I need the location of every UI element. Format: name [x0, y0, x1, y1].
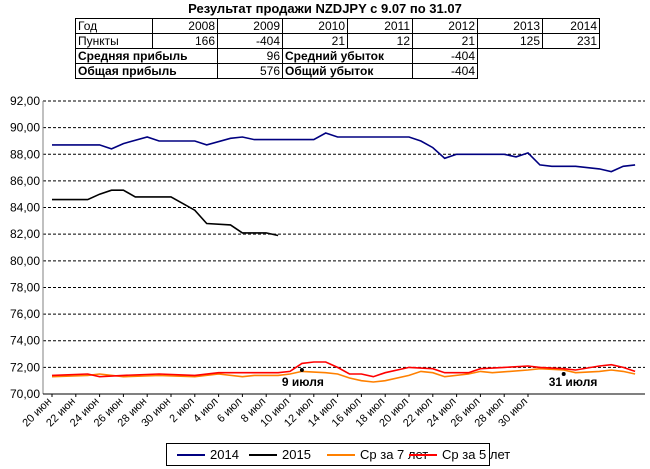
legend-label: Ср за 5 лет	[442, 447, 511, 462]
series-line-1	[52, 132, 636, 173]
annotation-label: 9 июля	[282, 375, 324, 389]
stats-avg-row: Средняя прибыль 96 Средний убыток -404	[75, 48, 600, 64]
total-profit-label: Общая прибыль	[75, 63, 218, 79]
y-tick-label: 84,00	[10, 201, 40, 215]
x-tick-label: 2 июл	[167, 396, 197, 426]
series-line-4	[51, 361, 636, 378]
stats-cell-year-2014: 2014	[542, 18, 600, 34]
annotation-marker	[299, 368, 304, 373]
y-tick-label: 70,00	[10, 387, 40, 401]
series-line-2	[52, 189, 279, 237]
stats-points-row: Пункты 166 -404 21 12 21 125 231	[75, 33, 600, 49]
legend-swatch	[177, 454, 205, 456]
annotation-label: 31 июля	[549, 375, 598, 389]
y-tick-label: 76,00	[10, 307, 40, 321]
annotation-marker	[561, 372, 566, 377]
avg-loss-value: -404	[412, 48, 478, 64]
y-tick-label: 88,00	[10, 147, 40, 161]
stats-cell-points-label: Пункты	[75, 33, 153, 49]
stats-total-row: Общая прибыль 576 Общий убыток -404	[75, 63, 600, 79]
stats-cell-year-2008: 2008	[152, 18, 218, 34]
total-loss-value: -404	[412, 63, 478, 79]
stats-cell-points-2013: 125	[477, 33, 543, 49]
y-tick-label: 80,00	[10, 254, 40, 268]
stats-header-row: Год 2008 2009 2010 2011 2012 2013 2014	[75, 18, 600, 34]
y-tick-label: 92,00	[10, 94, 40, 108]
legend-label: Ср за 7 лет	[360, 447, 429, 462]
total-profit-value: 576	[217, 63, 283, 79]
x-tick-label: 6 июл	[215, 396, 245, 426]
y-tick-label: 86,00	[10, 174, 40, 188]
series-line-3	[51, 367, 636, 383]
y-tick-label: 78,00	[10, 280, 40, 294]
y-tick-label: 72,00	[10, 360, 40, 374]
stats-cell-year-2012: 2012	[412, 18, 478, 34]
legend-swatch	[327, 454, 355, 456]
legend-swatch	[409, 454, 437, 456]
stats-cell-points-2014: 231	[542, 33, 600, 49]
y-tick-label: 74,00	[10, 334, 40, 348]
stats-table: Год 2008 2009 2010 2011 2012 2013 2014 П…	[75, 18, 600, 79]
y-tick-label: 90,00	[10, 121, 40, 135]
x-tick-label: 4 июл	[191, 396, 221, 426]
chart-legend: 2014 2015 Ср за 7 лет Ср за 5 лет	[166, 443, 510, 466]
legend-label: 2015	[282, 447, 311, 462]
legend-swatch	[249, 454, 277, 456]
legend-label: 2014	[210, 447, 239, 462]
chart-title: Результат продажи NZDJPY с 9.07 по 31.07	[188, 1, 462, 16]
total-loss-label: Общий убыток	[282, 63, 413, 79]
y-tick-label: 82,00	[10, 227, 40, 241]
